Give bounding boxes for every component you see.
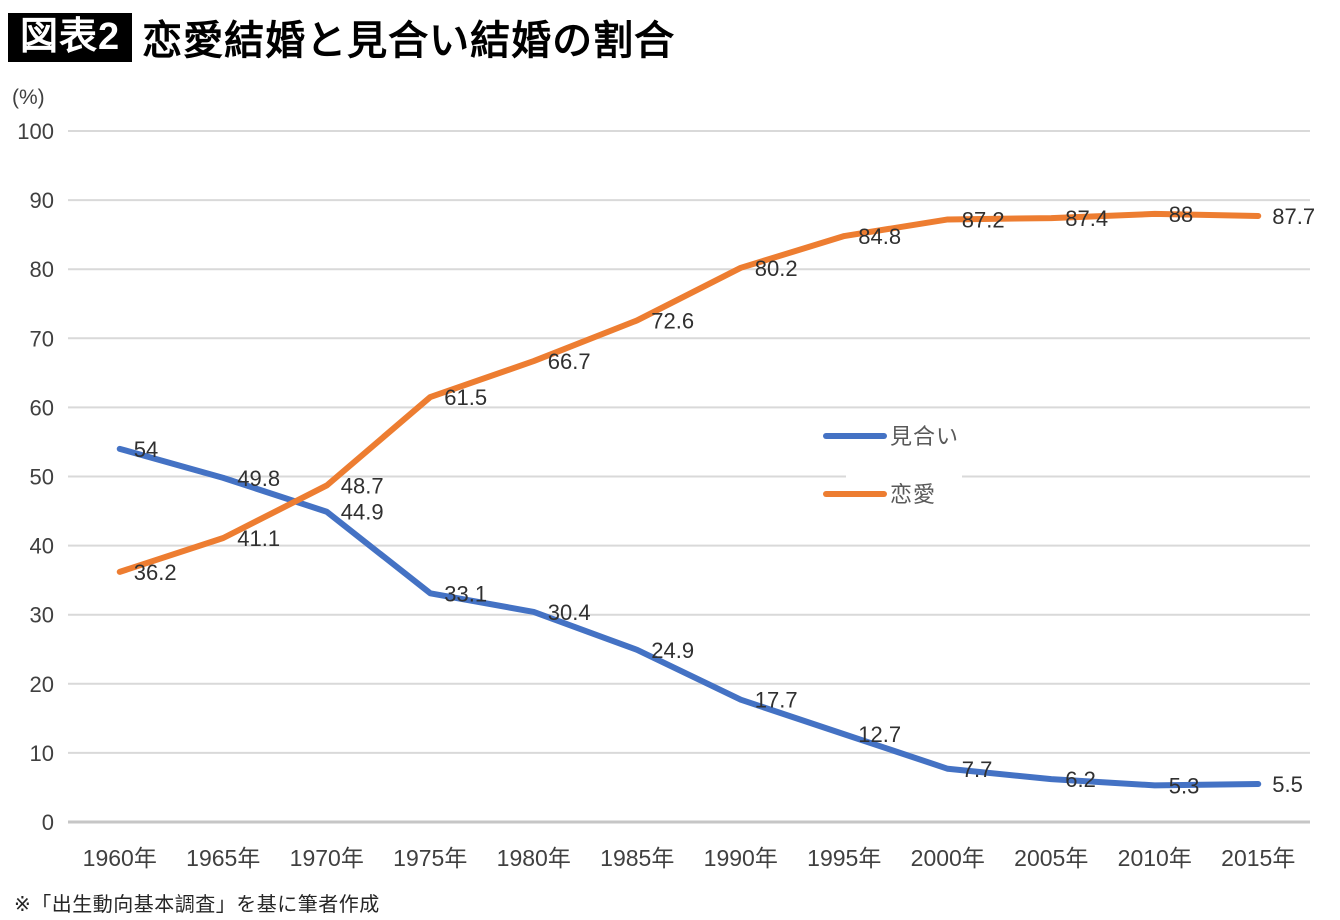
- data-label: 5.3: [1169, 773, 1200, 798]
- data-label: 30.4: [548, 600, 591, 625]
- x-tick-label: 1970年: [290, 845, 364, 871]
- data-label: 7.7: [962, 757, 993, 782]
- y-tick-label: 90: [30, 188, 54, 213]
- data-label: 24.9: [651, 638, 694, 663]
- data-label: 48.7: [341, 473, 384, 498]
- data-label: 44.9: [341, 500, 384, 525]
- legend-label-見合い: 見合い: [890, 424, 959, 449]
- y-tick-label: 10: [30, 741, 54, 766]
- x-tick-label: 1995年: [807, 845, 881, 871]
- data-label: 33.1: [444, 581, 487, 606]
- data-label: 87.7: [1272, 204, 1315, 229]
- x-tick-label: 2015年: [1221, 845, 1295, 871]
- y-tick-label: 70: [30, 326, 54, 351]
- figure-number-badge: 図表2: [8, 12, 133, 62]
- data-label: 6.2: [1065, 767, 1096, 792]
- data-label: 88: [1169, 202, 1193, 227]
- data-label: 36.2: [134, 560, 177, 585]
- y-tick-label: 20: [30, 672, 54, 697]
- data-label: 80.2: [755, 256, 798, 281]
- y-tick-label: 60: [30, 395, 54, 420]
- data-label: 84.8: [858, 224, 901, 249]
- y-tick-label: 50: [30, 465, 54, 490]
- x-tick-label: 2000年: [911, 845, 985, 871]
- y-tick-label: 80: [30, 257, 54, 282]
- legend-label-恋愛: 恋愛: [890, 482, 936, 507]
- data-label: 54: [134, 437, 158, 462]
- y-tick-label: 0: [42, 810, 54, 835]
- x-tick-label: 2005年: [1014, 845, 1088, 871]
- series-line-見合い: [116, 445, 1262, 789]
- source-footnote: ※「出生動向基本調査」を基に筆者作成: [14, 894, 380, 916]
- data-label: 41.1: [237, 526, 280, 551]
- data-label: 17.7: [755, 688, 798, 713]
- data-label: 12.7: [858, 722, 901, 747]
- data-label: 87.2: [962, 207, 1005, 232]
- series-line-恋愛: [116, 210, 1262, 575]
- x-tick-label: 1960年: [83, 845, 157, 871]
- x-tick-label: 1990年: [704, 845, 778, 871]
- y-tick-label: 40: [30, 534, 54, 559]
- data-label: 72.6: [651, 308, 694, 333]
- y-tick-label: 100: [17, 119, 54, 144]
- data-label: 5.5: [1272, 772, 1303, 797]
- chart-title: 恋愛結婚と見合い結婚の割合: [142, 19, 676, 63]
- x-tick-label: 2010年: [1118, 845, 1192, 871]
- x-tick-label: 1980年: [497, 845, 571, 871]
- y-tick-label: 30: [30, 603, 54, 628]
- data-label: 49.8: [237, 466, 280, 491]
- x-tick-label: 1965年: [186, 845, 260, 871]
- chart-header: 図表2 恋愛結婚と見合い結婚の割合: [8, 8, 675, 66]
- data-label: 61.5: [444, 385, 487, 410]
- x-tick-label: 1985年: [600, 845, 674, 871]
- y-axis-unit-label: (%): [12, 86, 45, 109]
- x-tick-label: 1975年: [393, 845, 467, 871]
- legend-background: [846, 414, 962, 520]
- data-label: 66.7: [548, 349, 591, 374]
- data-label: 87.4: [1065, 206, 1108, 231]
